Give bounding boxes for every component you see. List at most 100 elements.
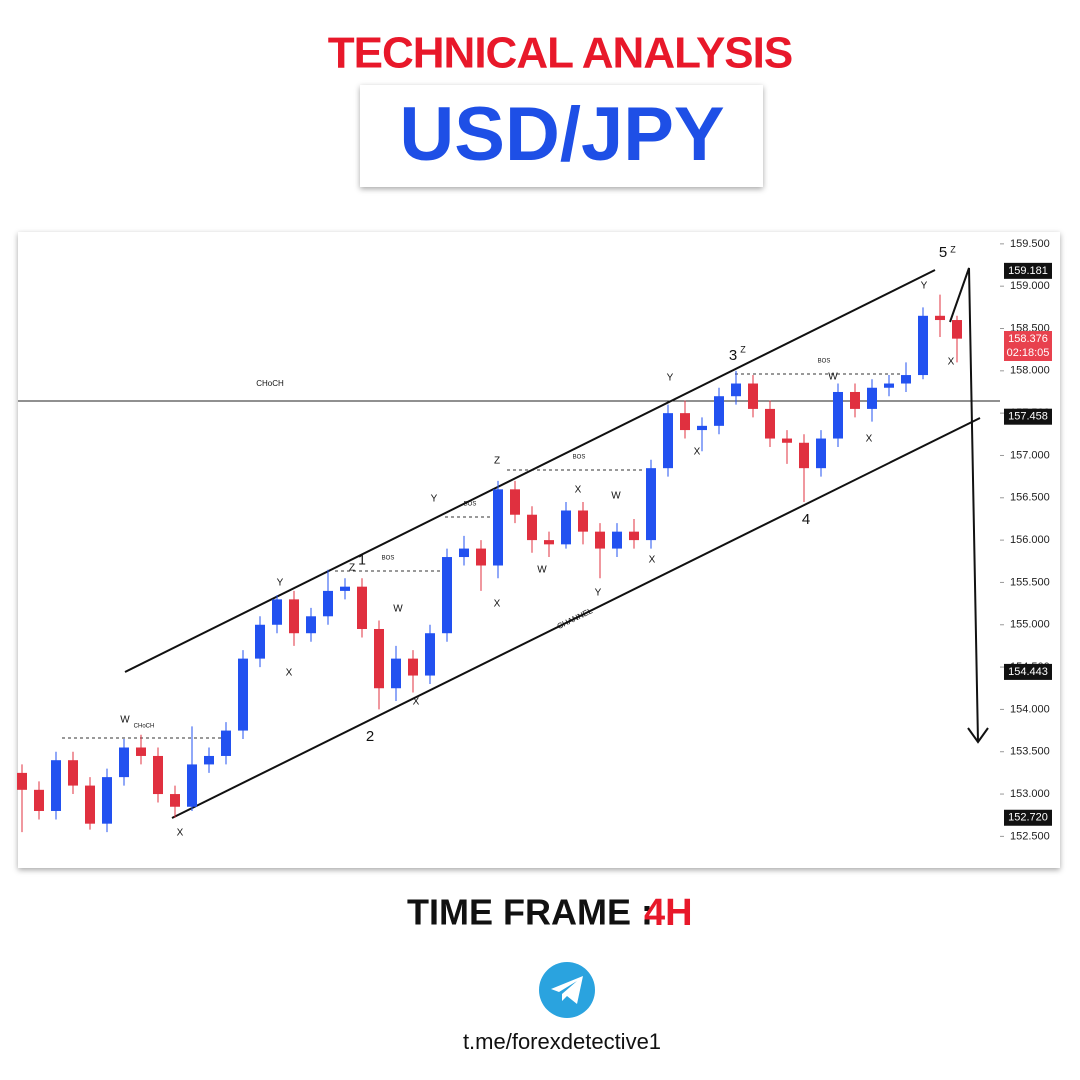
annotation: W bbox=[393, 604, 403, 615]
candle-body bbox=[136, 747, 146, 756]
annotation: X bbox=[948, 357, 955, 368]
candle-body bbox=[629, 531, 639, 541]
y-tick-label: 156.500 bbox=[1010, 492, 1050, 504]
candle-body bbox=[850, 391, 860, 409]
time-frame: 4H bbox=[644, 892, 693, 934]
pair-box bbox=[360, 85, 763, 187]
candle-body bbox=[323, 590, 333, 617]
candle-body bbox=[289, 599, 299, 634]
title: TECHNICAL ANALYSIS bbox=[328, 29, 792, 78]
y-tick-label: 154.000 bbox=[1010, 703, 1050, 715]
candle-body bbox=[612, 531, 622, 549]
candle-body bbox=[561, 510, 571, 545]
candle-body bbox=[374, 628, 384, 689]
y-tick-label: 155.000 bbox=[1010, 619, 1050, 631]
annotation: BOS bbox=[464, 502, 477, 508]
candle-body bbox=[204, 755, 214, 765]
candle-body bbox=[187, 764, 197, 807]
price-label-box bbox=[1004, 663, 1052, 680]
candle-body bbox=[119, 747, 129, 778]
y-tick-label: 156.000 bbox=[1010, 534, 1050, 546]
price-label: 154.443 bbox=[1008, 666, 1048, 678]
candle-body bbox=[952, 320, 962, 339]
y-tick-label: 157.000 bbox=[1010, 449, 1050, 461]
annotation: X bbox=[575, 485, 582, 496]
annotation: BOS bbox=[573, 455, 586, 461]
time-frame-label: TIME FRAME : bbox=[407, 892, 653, 933]
candle-body bbox=[935, 315, 945, 321]
candle-body bbox=[459, 548, 469, 558]
candle-body bbox=[442, 557, 452, 634]
candle-body bbox=[714, 396, 724, 426]
annotation: X bbox=[413, 697, 420, 708]
candle-body bbox=[272, 599, 282, 625]
candle-body bbox=[833, 391, 843, 439]
arrow-head bbox=[967, 727, 989, 744]
chart-panel bbox=[18, 232, 1060, 868]
annotation: X bbox=[649, 555, 656, 566]
candle-body bbox=[663, 413, 673, 469]
price-label: 159.181 bbox=[1008, 265, 1048, 277]
candle-body bbox=[901, 375, 911, 384]
candle-body bbox=[782, 438, 792, 443]
annotation: Y bbox=[277, 578, 284, 589]
y-tick-label: 153.500 bbox=[1010, 746, 1050, 758]
price-label-box bbox=[1004, 330, 1052, 361]
annotation: Y bbox=[595, 588, 602, 599]
annotation: X bbox=[177, 828, 184, 839]
annotation: X bbox=[866, 434, 873, 445]
channel-lower bbox=[171, 417, 981, 819]
annotation: 4 bbox=[802, 511, 810, 528]
candle-body bbox=[68, 760, 78, 786]
candle-body bbox=[799, 442, 809, 469]
candle-body bbox=[680, 413, 690, 431]
annotation: X bbox=[494, 599, 501, 610]
y-tick-label: 155.500 bbox=[1010, 576, 1050, 588]
candle-body bbox=[17, 772, 27, 790]
link[interactable]: t.me/forexdetective1 bbox=[463, 1029, 661, 1054]
candle-body bbox=[595, 531, 605, 549]
candle-body bbox=[238, 658, 248, 731]
channel-upper bbox=[124, 269, 936, 673]
annotation: BOS bbox=[382, 556, 395, 562]
candle-body bbox=[102, 777, 112, 824]
bos-lines bbox=[62, 373, 900, 739]
annotation: Z bbox=[950, 244, 956, 254]
countdown: 02:18:05 bbox=[1007, 347, 1050, 359]
candle-body bbox=[357, 586, 367, 629]
projection-arrow bbox=[949, 267, 979, 743]
price-label-box bbox=[1004, 262, 1052, 279]
candle-body bbox=[34, 789, 44, 811]
y-tick-label: 152.500 bbox=[1010, 830, 1050, 842]
annotation: 5 bbox=[939, 244, 947, 261]
annotation: W bbox=[828, 372, 838, 383]
candle-body bbox=[510, 489, 520, 515]
price-label: 158.376 bbox=[1008, 333, 1048, 345]
annotation: X bbox=[286, 668, 293, 679]
candle-body bbox=[408, 658, 418, 676]
annotation: BOS bbox=[818, 359, 831, 365]
candle-body bbox=[544, 540, 554, 545]
price-label: 157.458 bbox=[1008, 411, 1048, 423]
annotation: 3 bbox=[729, 347, 737, 364]
annotation: Z bbox=[740, 344, 746, 354]
candle-body bbox=[221, 730, 231, 756]
annotation: Y bbox=[921, 281, 928, 292]
candle-body bbox=[391, 658, 401, 689]
telegram-icon[interactable] bbox=[539, 962, 595, 1018]
price-label-box bbox=[1004, 408, 1052, 425]
y-tick-label: 153.000 bbox=[1010, 788, 1050, 800]
candle-body bbox=[493, 489, 503, 566]
candle-body bbox=[918, 315, 928, 376]
y-tick-label: 159.000 bbox=[1010, 280, 1050, 292]
annotation: CHoCH bbox=[134, 724, 155, 730]
candle-body bbox=[697, 425, 707, 431]
annotation: Y bbox=[431, 494, 438, 505]
candle-body bbox=[884, 383, 894, 388]
candle-body bbox=[765, 408, 775, 439]
candle-body bbox=[816, 438, 826, 469]
candle-body bbox=[476, 548, 486, 566]
price-label: 152.720 bbox=[1008, 812, 1048, 824]
annotation: W bbox=[611, 491, 621, 502]
